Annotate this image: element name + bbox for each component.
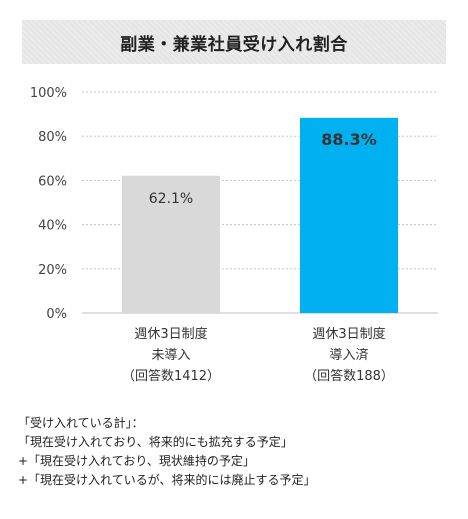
data-label: 62.1% [149,191,193,207]
y-tick-label: 40% [38,219,67,234]
bar [122,175,220,313]
x-tick-label: 週休3日制度 [312,326,385,342]
x-tick-label: （回答数188） [304,368,394,384]
y-tick-label: 80% [38,130,67,145]
footnote-line-3: +「現在受け入れており、現状維持の予定」 [18,454,255,468]
chart-title: 副業・兼業社員受け入れ割合 [120,34,348,55]
y-tick-label: 60% [38,174,67,189]
y-tick-label: 100% [30,86,67,101]
bar-chart: 0%20%40%60%80%100%62.1%週休3日制度未導入（回答数1412… [30,86,438,384]
footnote-line-4: +「現在受け入れているが、将来的には廃止する予定」 [18,473,316,487]
footnote-line-1: 「受け入れている計」： [18,416,144,430]
y-tick-label: 0% [46,307,67,322]
bar [300,117,398,314]
x-tick-label: 週休3日制度 [134,326,207,342]
x-tick-label: 未導入 [151,348,190,363]
chart-title-bar: 副業・兼業社員受け入れ割合 [22,20,446,64]
footnotes: 「受け入れている計」： 「現在受け入れており、将来的にも拡充する予定」 +「現在… [18,414,458,490]
data-label: 88.3% [321,130,377,149]
y-tick-label: 20% [38,263,67,278]
x-tick-label: 導入済 [329,347,368,363]
footnote-line-2: 「現在受け入れており、将来的にも拡充する予定」 [18,435,293,449]
x-tick-label: （回答数1412） [122,368,220,384]
